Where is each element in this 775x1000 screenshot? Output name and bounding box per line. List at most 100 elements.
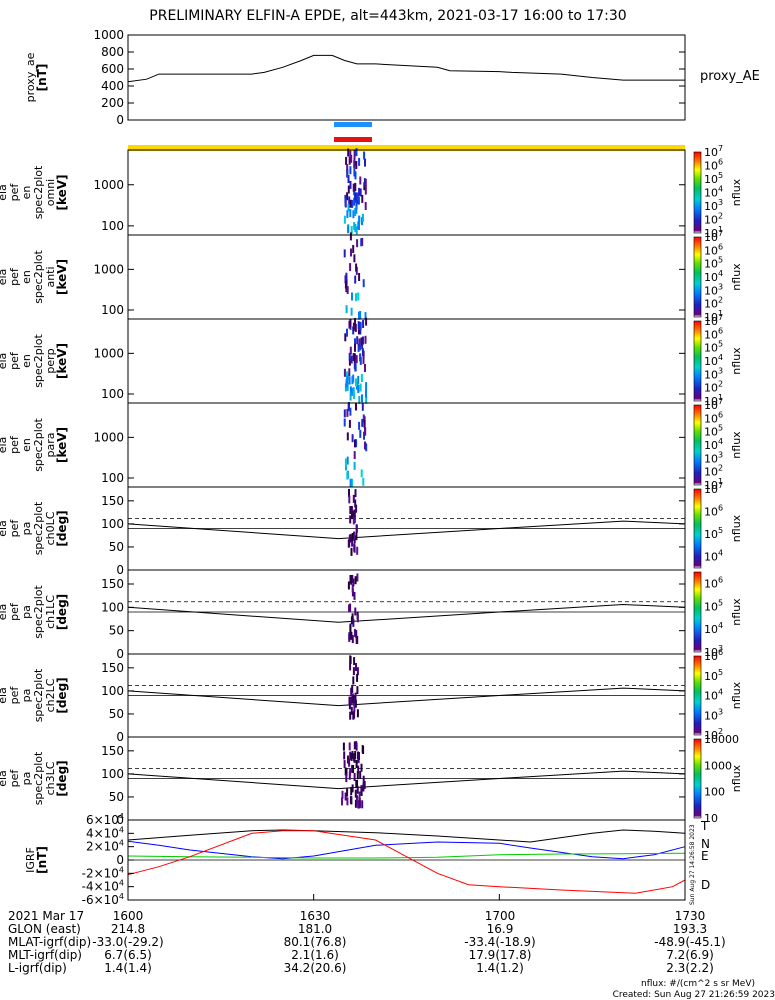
pa-spectrogram-cell xyxy=(355,532,358,541)
panel-frame xyxy=(127,34,686,121)
y-axis-label: en xyxy=(20,186,33,200)
colorbar-tick-label: 107 xyxy=(704,144,723,159)
colorbar-tick-label: 105 xyxy=(704,171,723,186)
series-line-E xyxy=(127,852,686,859)
y-tick-label: 6×104 xyxy=(86,812,124,827)
spectrogram-cell xyxy=(360,374,363,382)
colorbar-tick-label: 106 xyxy=(704,575,723,590)
spectrogram-cell xyxy=(365,382,368,391)
spectrogram-cell xyxy=(343,215,346,224)
pa-spectrogram-cell xyxy=(363,781,366,789)
y-axis-label: pa xyxy=(20,605,33,619)
y-axis-label: [deg] xyxy=(55,594,69,630)
pa-spectrogram-cell xyxy=(352,618,355,627)
spectrogram-cell xyxy=(352,245,355,253)
spectrogram-cell xyxy=(353,222,356,231)
spectrogram-cell xyxy=(343,409,346,418)
spectrogram-cell xyxy=(357,384,360,393)
colorbar-tick-label: 102 xyxy=(704,727,723,742)
colorbar-label: nflux xyxy=(730,514,743,542)
pa-spectrogram-cell xyxy=(348,696,351,705)
y-axis-label: spec2plot xyxy=(32,250,45,304)
pa-spectrogram-cell xyxy=(350,631,353,640)
pa-spectrogram-cell xyxy=(350,576,353,585)
y-axis-label: pef xyxy=(8,519,21,538)
pa-spectrogram-cell xyxy=(345,768,348,777)
ephemeris-value: 80.1(76.8) xyxy=(284,935,347,949)
legend-E: E xyxy=(701,849,709,863)
pa-spectrogram-cells xyxy=(347,488,359,556)
colorbar-tick-label: 10 xyxy=(704,812,718,825)
ephemeris-value: 2.1(1.6) xyxy=(291,948,339,962)
pa-spectrogram-cell xyxy=(357,765,360,774)
colorbar-tick-label: 106 xyxy=(704,242,723,257)
y-axis-label: pef xyxy=(8,267,21,286)
spectrogram-cell xyxy=(358,311,360,320)
spectrogram-cell xyxy=(343,249,346,258)
y-tick-label: 100 xyxy=(101,600,124,614)
colorbar-gradient xyxy=(693,404,702,486)
y-tick-label: 100 xyxy=(101,684,124,698)
pa-spectrogram-cell xyxy=(353,773,356,781)
pa-spectrogram-cell xyxy=(354,799,357,808)
y-tick-label: -2×104 xyxy=(82,865,124,880)
pa-spectrogram-cell xyxy=(344,792,347,801)
series-line-N xyxy=(127,840,686,860)
colorbar-gradient xyxy=(693,738,702,819)
spectrogram-cells xyxy=(343,317,368,404)
ephemeris-row: L-igrf(dip) 1.4(1.4) 34.2(20.6) 1.4(1.2) 2.3… xyxy=(8,961,714,975)
science-zone-bar-blue xyxy=(334,122,372,127)
spectrogram-cells xyxy=(343,232,367,321)
time-axis xyxy=(127,894,686,900)
y-axis-label: spec2plot xyxy=(32,334,45,388)
spectrogram-cell xyxy=(365,395,368,404)
spectrogram-cell xyxy=(360,337,363,346)
pa-spectrogram-cell xyxy=(348,742,351,751)
spectrogram-cell xyxy=(355,293,357,302)
colorbar: 10000 1000 100 10 nflux xyxy=(693,733,743,825)
spectrogram-cell xyxy=(353,157,356,166)
ephemeris-value: 214.8 xyxy=(111,922,145,936)
y-tick-label: 50 xyxy=(109,707,124,721)
spectrogram-cell xyxy=(346,382,349,391)
spectrogram-cell xyxy=(359,176,362,185)
colorbar-tick-label: 102 xyxy=(704,380,723,395)
y-axis-label: ela xyxy=(0,520,9,537)
spectrogram-cell xyxy=(358,187,361,196)
y-axis: 1000 100 xyxy=(93,262,685,317)
spectrogram-cell xyxy=(354,318,356,326)
spectrogram-cell xyxy=(351,478,354,487)
y-axis-label: en xyxy=(20,438,33,452)
pa-spectrogram-cell xyxy=(348,632,351,641)
spectrogram-cell xyxy=(355,148,358,157)
spectrogram-cell xyxy=(363,431,365,440)
pa-spectrogram-cell xyxy=(349,603,352,612)
pa-spectrogram-cell xyxy=(352,578,355,587)
spectrogram-cell xyxy=(349,386,352,395)
spectrogram-cell xyxy=(357,343,360,352)
pa-spectrogram-cell xyxy=(362,783,365,792)
panel-frame xyxy=(127,149,686,236)
spectrogram-cell xyxy=(354,363,357,372)
colorbar-tick-label: 106 xyxy=(704,648,723,663)
pa-spectrogram-cell xyxy=(355,760,358,768)
spectrogram-cell xyxy=(362,477,365,486)
colorbar-tick-label: 107 xyxy=(704,481,723,496)
pa-spectrogram-cells xyxy=(347,573,359,644)
pa-spectrogram-cell xyxy=(352,516,355,525)
colorbar-tick-label: 106 xyxy=(704,504,723,519)
pa-spectrogram-cell xyxy=(346,797,349,806)
pa-spectrogram-cell xyxy=(343,760,346,769)
pa-spectrogram-cell xyxy=(354,789,357,798)
y-axis-label: [keV] xyxy=(55,259,69,295)
spectrogram-cell xyxy=(355,201,358,210)
y-axis-label: [deg] xyxy=(55,510,69,546)
y-axis-label: [nT] xyxy=(35,64,49,92)
spectrogram-cell xyxy=(352,210,355,219)
panel-proxy_ae: 1000 800 600 400 200 0 proxy_ae[nT] proxy_AE xyxy=(24,28,760,127)
